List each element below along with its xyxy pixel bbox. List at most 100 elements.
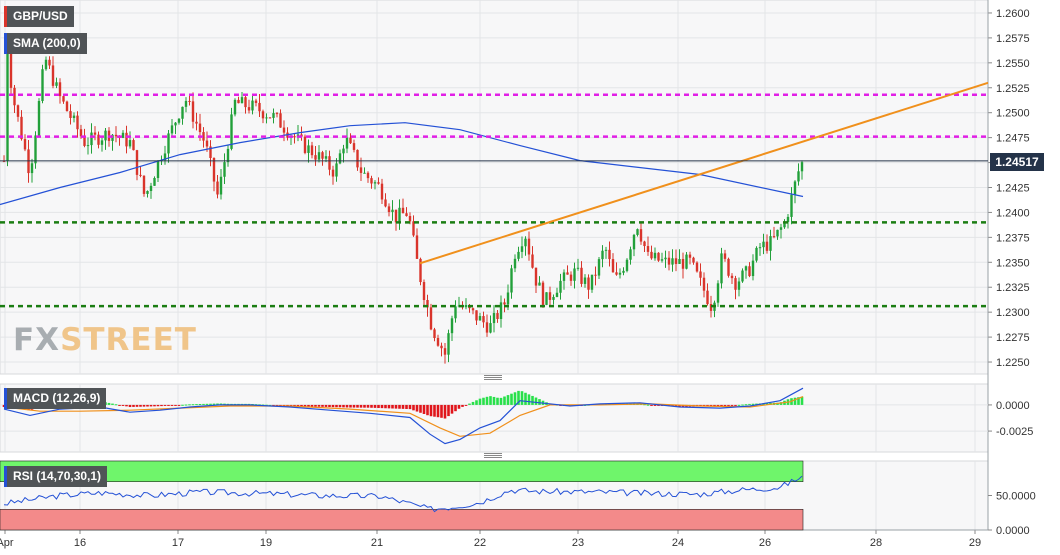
candle-body bbox=[181, 106, 184, 119]
candle-body bbox=[692, 257, 695, 263]
macd-histogram-bar bbox=[170, 404, 174, 406]
macd-histogram-bar bbox=[139, 404, 142, 407]
candle-body bbox=[769, 236, 772, 251]
candles-group bbox=[2, 35, 804, 364]
candle-body bbox=[632, 234, 636, 250]
macd-histogram-bar bbox=[653, 404, 657, 406]
candle-body bbox=[363, 172, 366, 174]
candle-body bbox=[674, 258, 678, 264]
macd-histogram-bar bbox=[107, 402, 111, 405]
candle-body bbox=[555, 292, 559, 297]
candle-body bbox=[139, 174, 142, 176]
macd-histogram-bar bbox=[216, 403, 219, 405]
candle-body bbox=[244, 97, 247, 108]
macd-histogram-bar bbox=[142, 404, 146, 407]
macd-histogram-bar bbox=[387, 404, 391, 409]
ascending-trendline bbox=[419, 81, 989, 265]
candle-body bbox=[6, 44, 9, 162]
candle-body bbox=[604, 249, 608, 251]
candle-body bbox=[422, 282, 426, 301]
macd-histogram-bar bbox=[184, 404, 188, 406]
candle-body bbox=[226, 148, 230, 163]
candle-body bbox=[223, 162, 226, 177]
macd-histogram-bar bbox=[531, 395, 534, 405]
macd-histogram-bar bbox=[317, 404, 321, 407]
macd-histogram-bar bbox=[524, 392, 527, 405]
candle-body bbox=[744, 266, 748, 271]
macd-histogram-bar bbox=[405, 404, 408, 409]
candle-body bbox=[506, 292, 510, 305]
candle-body bbox=[391, 209, 394, 213]
macd-histogram-bar bbox=[149, 404, 153, 407]
x-tick-label: 21 bbox=[371, 537, 383, 549]
candle-body bbox=[734, 278, 737, 290]
candle-body bbox=[653, 252, 657, 259]
macd-histogram-bar bbox=[443, 404, 447, 419]
candle-body bbox=[790, 194, 793, 217]
candle-body bbox=[163, 153, 167, 161]
macd-histogram-bar bbox=[118, 404, 121, 406]
candle-body bbox=[772, 236, 776, 238]
candle-body bbox=[44, 59, 48, 70]
watermark-street: STREET bbox=[60, 322, 197, 358]
macd-histogram-bar bbox=[191, 404, 195, 406]
y-tick-label: 1.2300 bbox=[996, 307, 1030, 319]
candle-body bbox=[191, 101, 195, 122]
candle-body bbox=[681, 259, 685, 269]
candle-body bbox=[716, 283, 720, 303]
macd-histogram-bar bbox=[111, 403, 114, 405]
pane-resize-handle-1[interactable] bbox=[484, 375, 502, 381]
candle-body bbox=[436, 337, 440, 346]
candle-body bbox=[398, 207, 401, 223]
x-tick-label: 19 bbox=[260, 537, 272, 549]
candle-body bbox=[541, 282, 545, 305]
macd-histogram-bar bbox=[114, 404, 118, 406]
candle-body bbox=[765, 241, 769, 251]
macd-histogram-bar bbox=[167, 404, 170, 406]
candle-body bbox=[559, 280, 562, 293]
macd-histogram-bar bbox=[384, 404, 387, 409]
candle-body bbox=[751, 260, 755, 277]
candle-body bbox=[132, 140, 135, 151]
candle-body bbox=[142, 175, 146, 194]
macd-histogram-bar bbox=[153, 404, 156, 407]
candle-body bbox=[177, 118, 181, 123]
macd-histogram-bar bbox=[793, 397, 797, 405]
candle-body bbox=[205, 140, 209, 147]
candle-body bbox=[625, 259, 629, 271]
macd-histogram-bar bbox=[457, 404, 461, 409]
macd-histogram-bar bbox=[674, 404, 678, 407]
candle-body bbox=[72, 115, 76, 118]
macd-histogram-bar bbox=[422, 404, 426, 414]
x-tick-label: 26 bbox=[759, 537, 771, 549]
macd-y-tick-label: 0.0000 bbox=[996, 400, 1030, 412]
macd-histogram-bar bbox=[499, 397, 503, 405]
candle-body bbox=[454, 306, 457, 319]
candle-body bbox=[503, 302, 506, 305]
candle-body bbox=[321, 152, 324, 159]
candle-body bbox=[373, 182, 377, 184]
rsi-line bbox=[3, 475, 803, 513]
candle-body bbox=[615, 272, 618, 275]
candle-body bbox=[517, 251, 520, 259]
candle-body bbox=[510, 268, 513, 293]
macd-histogram-bar bbox=[345, 404, 349, 408]
candle-body bbox=[786, 216, 790, 223]
macd-histogram-bar bbox=[408, 404, 412, 410]
macd-histogram-bar bbox=[293, 404, 296, 407]
macd-histogram-bar bbox=[300, 404, 303, 407]
macd-histogram-bar bbox=[800, 396, 804, 405]
candle-body bbox=[9, 44, 13, 88]
macd-histogram-bar bbox=[730, 404, 734, 406]
candle-body bbox=[41, 69, 44, 101]
pane-resize-handle-2[interactable] bbox=[484, 453, 502, 459]
y-tick-label: 1.2475 bbox=[996, 133, 1030, 145]
candle-body bbox=[349, 137, 352, 144]
candle-body bbox=[415, 235, 419, 259]
candle-body bbox=[366, 172, 370, 179]
candle-body bbox=[520, 246, 524, 252]
candle-body bbox=[380, 183, 384, 200]
rsi-y-tick-label: 0.0000 bbox=[996, 525, 1030, 537]
macd-histogram-bar bbox=[338, 404, 342, 408]
